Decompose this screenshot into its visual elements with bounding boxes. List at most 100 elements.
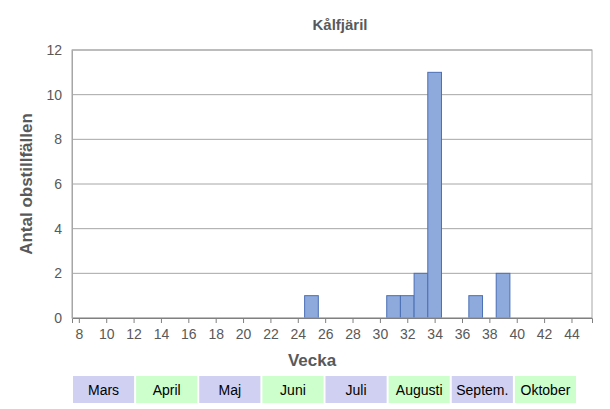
x-tick-label: 16 [181, 326, 197, 342]
x-tick-label: 26 [318, 326, 334, 342]
x-tick-mark [435, 318, 436, 323]
x-tick-label: 36 [455, 326, 471, 342]
x-tick: 10 [99, 318, 115, 342]
y-tick-label: 10 [46, 87, 62, 103]
bars [305, 72, 510, 318]
month-label: Oktober [521, 382, 571, 398]
x-tick-mark [544, 318, 545, 323]
x-tick: 20 [236, 318, 252, 342]
x-tick: 40 [509, 318, 525, 342]
x-tick: 34 [427, 318, 443, 342]
x-tick-label: 10 [99, 326, 115, 342]
x-tick: 36 [455, 318, 471, 342]
y-tick-label: 4 [54, 221, 62, 237]
bar [469, 296, 483, 318]
x-tick: 8 [75, 318, 83, 342]
x-tick-label: 30 [373, 326, 389, 342]
x-tick-label: 20 [236, 326, 252, 342]
x-tick-mark [161, 318, 162, 323]
grid-line [72, 273, 592, 274]
y-axis-title: Antal obstillfällen [17, 113, 36, 255]
month-label: Maj [219, 382, 242, 398]
x-tick-label: 28 [345, 326, 361, 342]
bar [400, 296, 414, 318]
month-band [452, 376, 513, 403]
x-axis: 8 10 12 14 16 18 20 22 24 26 28 30 32 34 36 38 40 42 44 [73, 318, 593, 342]
x-tick-mark [106, 318, 107, 323]
x-tick-mark [298, 318, 299, 323]
x-tick-label: 8 [75, 326, 83, 342]
x-tick: 18 [208, 318, 224, 342]
x-tick-label: 38 [482, 326, 498, 342]
x-tick-mark [79, 318, 80, 323]
x-tick-label: 14 [154, 326, 170, 342]
grid [72, 50, 592, 318]
y-tick: 10 [46, 87, 72, 103]
month-bands: MarsAprilMajJuniJuliAugustiSeptem.Oktobe… [73, 376, 576, 403]
bar [305, 296, 319, 318]
x-tick-mark [325, 318, 326, 323]
month-band [199, 376, 260, 403]
bar [414, 273, 428, 318]
title: Kålfjäril [312, 16, 367, 33]
chart: 8101214161820222426283032343638404244024… [0, 0, 610, 409]
month-band [326, 376, 387, 403]
grid-line [72, 228, 592, 229]
y-tick: 6 [54, 176, 72, 192]
y-axis-line [72, 51, 73, 319]
x-tick-label: 34 [427, 326, 443, 342]
x-tick: 12 [126, 318, 142, 342]
y-tick-label: 2 [54, 265, 62, 281]
y-tick: 0 [54, 310, 72, 326]
x-tick-mark [462, 318, 463, 323]
x-tick-mark [489, 318, 490, 323]
x-tick-mark [380, 318, 381, 323]
month-label: Augusti [396, 382, 443, 398]
x-tick-mark [188, 318, 189, 323]
y-tick: 12 [46, 42, 72, 58]
x-tick-mark [216, 318, 217, 323]
x-tick: 32 [400, 318, 416, 342]
x-tick-label: 32 [400, 326, 416, 342]
x-tick: 16 [181, 318, 197, 342]
x-tick: 38 [482, 318, 498, 342]
bar [496, 273, 510, 318]
x-tick: 22 [263, 318, 279, 342]
month-band [262, 376, 323, 403]
x-tick-mark [353, 318, 354, 323]
month-label: April [153, 382, 181, 398]
month-band [515, 376, 576, 403]
y-tick-label: 8 [54, 131, 62, 147]
grid-line [72, 94, 592, 95]
y-tick: 4 [54, 221, 72, 237]
x-tick-label: 18 [208, 326, 224, 342]
x-tick: 24 [291, 318, 307, 342]
x-tick-mark [407, 318, 408, 323]
x-tick-mark [571, 318, 572, 323]
x-tick-label: 40 [509, 326, 525, 342]
grid-line [72, 139, 592, 140]
y-tick: 2 [54, 265, 72, 281]
y-tick: 8 [54, 131, 72, 147]
x-tick: 14 [154, 318, 170, 342]
x-tick-mark [517, 318, 518, 323]
x-tick: 42 [537, 318, 553, 342]
grid-line [72, 184, 592, 185]
y-axis: 0 2 4 6 8 10 12 [46, 42, 72, 326]
x-tick-label: 22 [263, 326, 279, 342]
x-tick-mark [243, 318, 244, 323]
x-tick-mark [270, 318, 271, 323]
y-tick-label: 6 [54, 176, 62, 192]
y-tick-label: 0 [54, 310, 62, 326]
month-band [73, 376, 134, 403]
bar [387, 296, 401, 318]
x-tick-label: 12 [126, 326, 142, 342]
plot-frame [72, 50, 592, 318]
x-tick-label: 44 [564, 326, 580, 342]
month-label: Juli [346, 382, 367, 398]
month-band [389, 376, 450, 403]
chart-container: 8101214161820222426283032343638404244024… [0, 0, 610, 409]
x-tick-label: 24 [291, 326, 307, 342]
x-tick: 26 [318, 318, 334, 342]
x-tick-mark [134, 318, 135, 323]
